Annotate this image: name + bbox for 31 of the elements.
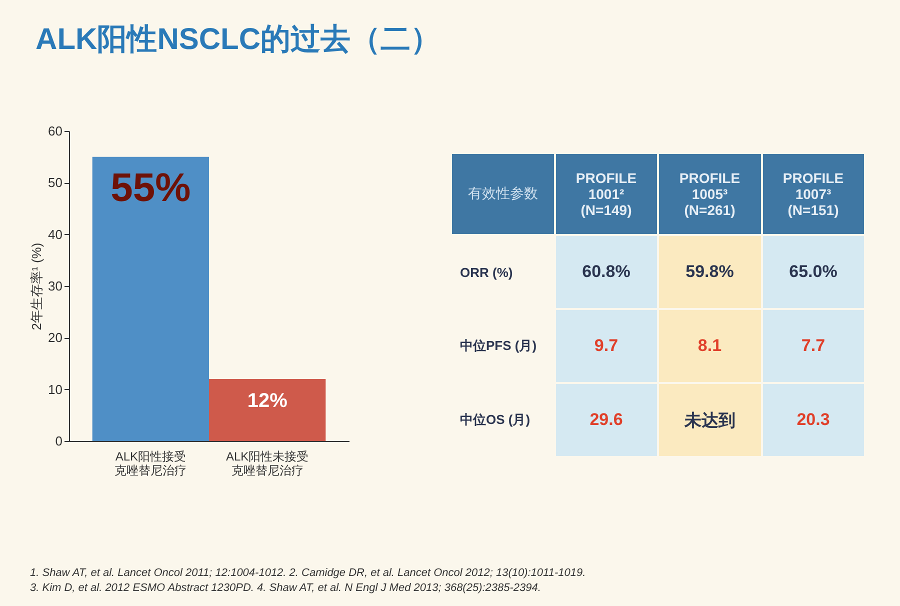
data-label: 12% bbox=[247, 390, 288, 412]
text: 未达到 bbox=[684, 410, 736, 430]
text: 8.1 bbox=[698, 336, 722, 355]
text: 7.7 bbox=[801, 336, 826, 355]
text: 3. Kim D, et al. 2012 ESMO Abstract 1230PD. 4. Shaw AT, et al. N Engl J Med 2013; 368(25):2385-2394. bbox=[30, 581, 542, 596]
category-label: PROFILE 1005³ (N=261) bbox=[659, 154, 760, 234]
y-tick-label: 30 bbox=[48, 278, 62, 294]
x-tick-label: ALK阳性未接受克唑替尼治疗 bbox=[226, 450, 309, 478]
category-label: PROFILE 1007³ (N=151) bbox=[762, 154, 864, 234]
category-label: 中位PFS (月) bbox=[460, 338, 537, 353]
text: 1. Shaw AT, et al. Lancet Oncol 2011; 12:1004-1012. 2. Camidge DR, et al. Lancet Oncol 2012; 13(10):1011-1019. bbox=[30, 566, 586, 581]
y-tick-label: 40 bbox=[48, 226, 62, 242]
category-label: PROFILE 1001² (N=149) bbox=[556, 154, 657, 234]
text: 29.6 bbox=[590, 410, 623, 429]
category-label: 中位OS (月) bbox=[460, 412, 530, 427]
y-tick-label: 60 bbox=[48, 124, 62, 138]
y-tick-label: 50 bbox=[48, 175, 62, 190]
text: 59.8% bbox=[686, 262, 734, 281]
y-tick-label: 10 bbox=[48, 382, 62, 397]
y-axis-title: 2年生存率¹ (%) bbox=[29, 242, 44, 330]
chart-title: ALK阳性NSCLC的过去（二） bbox=[36, 23, 441, 56]
y-tick-label: 20 bbox=[48, 330, 62, 346]
text: 9.7 bbox=[594, 336, 618, 355]
text: 65.0% bbox=[789, 262, 838, 281]
category-label: ORR (%) bbox=[460, 264, 513, 280]
data-label: 55% bbox=[110, 166, 191, 210]
text: 20.3 bbox=[796, 410, 830, 429]
x-tick-label: ALK阳性接受克唑替尼治疗 bbox=[114, 450, 187, 478]
text: 60.8% bbox=[582, 262, 630, 281]
text: 有效性参数 bbox=[452, 154, 554, 234]
y-tick-label: 0 bbox=[55, 434, 62, 448]
